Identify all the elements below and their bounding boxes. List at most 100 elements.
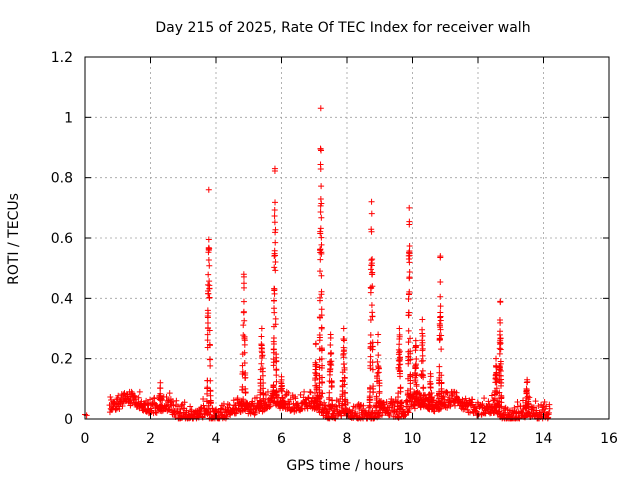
data-point xyxy=(253,394,260,401)
data-point xyxy=(412,371,419,378)
data-point xyxy=(496,366,503,373)
data-point xyxy=(151,394,158,401)
data-point xyxy=(270,382,277,389)
data-point xyxy=(128,388,135,395)
data-point xyxy=(405,327,412,334)
data-point xyxy=(437,324,444,331)
data-point xyxy=(205,257,212,264)
data-point xyxy=(419,342,426,349)
data-point xyxy=(419,316,426,323)
data-point xyxy=(340,350,347,357)
data-point xyxy=(406,268,413,275)
data-point xyxy=(367,359,374,366)
data-point xyxy=(498,376,505,383)
data-point xyxy=(278,373,285,380)
data-point xyxy=(317,225,324,232)
data-point xyxy=(131,392,138,399)
data-point xyxy=(405,339,412,346)
data-point xyxy=(531,404,538,411)
data-point xyxy=(411,405,418,412)
data-point xyxy=(317,268,324,275)
data-point xyxy=(412,377,419,384)
data-point xyxy=(113,396,120,403)
data-point xyxy=(369,309,376,316)
data-point xyxy=(419,345,426,352)
data-point xyxy=(339,378,346,385)
data-point xyxy=(405,409,412,416)
data-point xyxy=(292,395,299,402)
data-point xyxy=(407,380,414,387)
data-point xyxy=(273,372,280,379)
data-point xyxy=(204,377,211,384)
data-point xyxy=(316,297,323,304)
data-point xyxy=(406,275,413,282)
data-point xyxy=(176,406,183,413)
x-tick-label: 12 xyxy=(469,431,487,447)
data-point xyxy=(375,331,382,338)
data-point xyxy=(318,183,325,190)
data-point xyxy=(318,234,325,241)
data-point xyxy=(327,342,334,349)
data-point xyxy=(370,389,377,396)
chart-title: Day 215 of 2025, Rate Of TEC Index for r… xyxy=(155,20,530,36)
data-point xyxy=(413,381,420,388)
data-point xyxy=(270,399,277,406)
data-point xyxy=(376,390,383,397)
data-point xyxy=(209,405,216,412)
axis-ticks xyxy=(84,56,610,420)
data-point xyxy=(412,364,419,371)
data-point xyxy=(368,198,375,205)
data-point xyxy=(396,341,403,348)
data-point xyxy=(496,350,503,357)
data-point xyxy=(273,357,280,364)
y-tick-label: 0.8 xyxy=(51,171,73,187)
data-point xyxy=(318,200,325,207)
data-point xyxy=(374,369,381,376)
data-point xyxy=(312,369,319,376)
data-point xyxy=(157,390,164,397)
data-point xyxy=(311,397,318,404)
data-point xyxy=(405,252,412,259)
data-point xyxy=(427,381,434,388)
x-tick-labels: 0 2 4 6 8 10 12 14 16 xyxy=(81,431,618,447)
data-point xyxy=(145,402,152,409)
x-tick-label: 6 xyxy=(277,431,286,447)
data-point xyxy=(239,351,246,358)
data-point xyxy=(326,389,333,396)
data-point xyxy=(543,403,550,410)
data-point xyxy=(316,334,323,341)
data-point xyxy=(437,317,444,324)
data-point xyxy=(405,353,412,360)
data-point xyxy=(271,219,278,226)
data-point xyxy=(339,383,346,390)
data-point xyxy=(396,348,403,355)
data-point xyxy=(157,379,164,386)
data-point xyxy=(420,402,427,409)
data-points xyxy=(82,105,553,422)
data-point xyxy=(407,348,414,355)
data-point xyxy=(257,391,264,398)
data-point xyxy=(317,249,324,256)
data-point xyxy=(367,332,374,339)
data-point xyxy=(535,402,542,409)
data-point xyxy=(240,322,247,329)
data-point xyxy=(317,105,324,112)
data-point xyxy=(495,402,502,409)
data-point xyxy=(328,397,335,404)
data-point xyxy=(436,336,443,343)
data-point xyxy=(136,388,143,395)
data-point xyxy=(187,403,194,410)
data-point xyxy=(178,402,185,409)
data-point xyxy=(258,342,265,349)
y-tick-label: 1.2 xyxy=(51,50,73,66)
data-point xyxy=(413,355,420,362)
data-point xyxy=(206,327,213,334)
data-point xyxy=(270,297,277,304)
data-point xyxy=(299,406,306,413)
data-point xyxy=(205,271,212,278)
data-point xyxy=(437,293,444,300)
data-point xyxy=(200,396,207,403)
data-point xyxy=(407,391,414,398)
data-point xyxy=(271,309,278,316)
data-point xyxy=(407,335,414,342)
